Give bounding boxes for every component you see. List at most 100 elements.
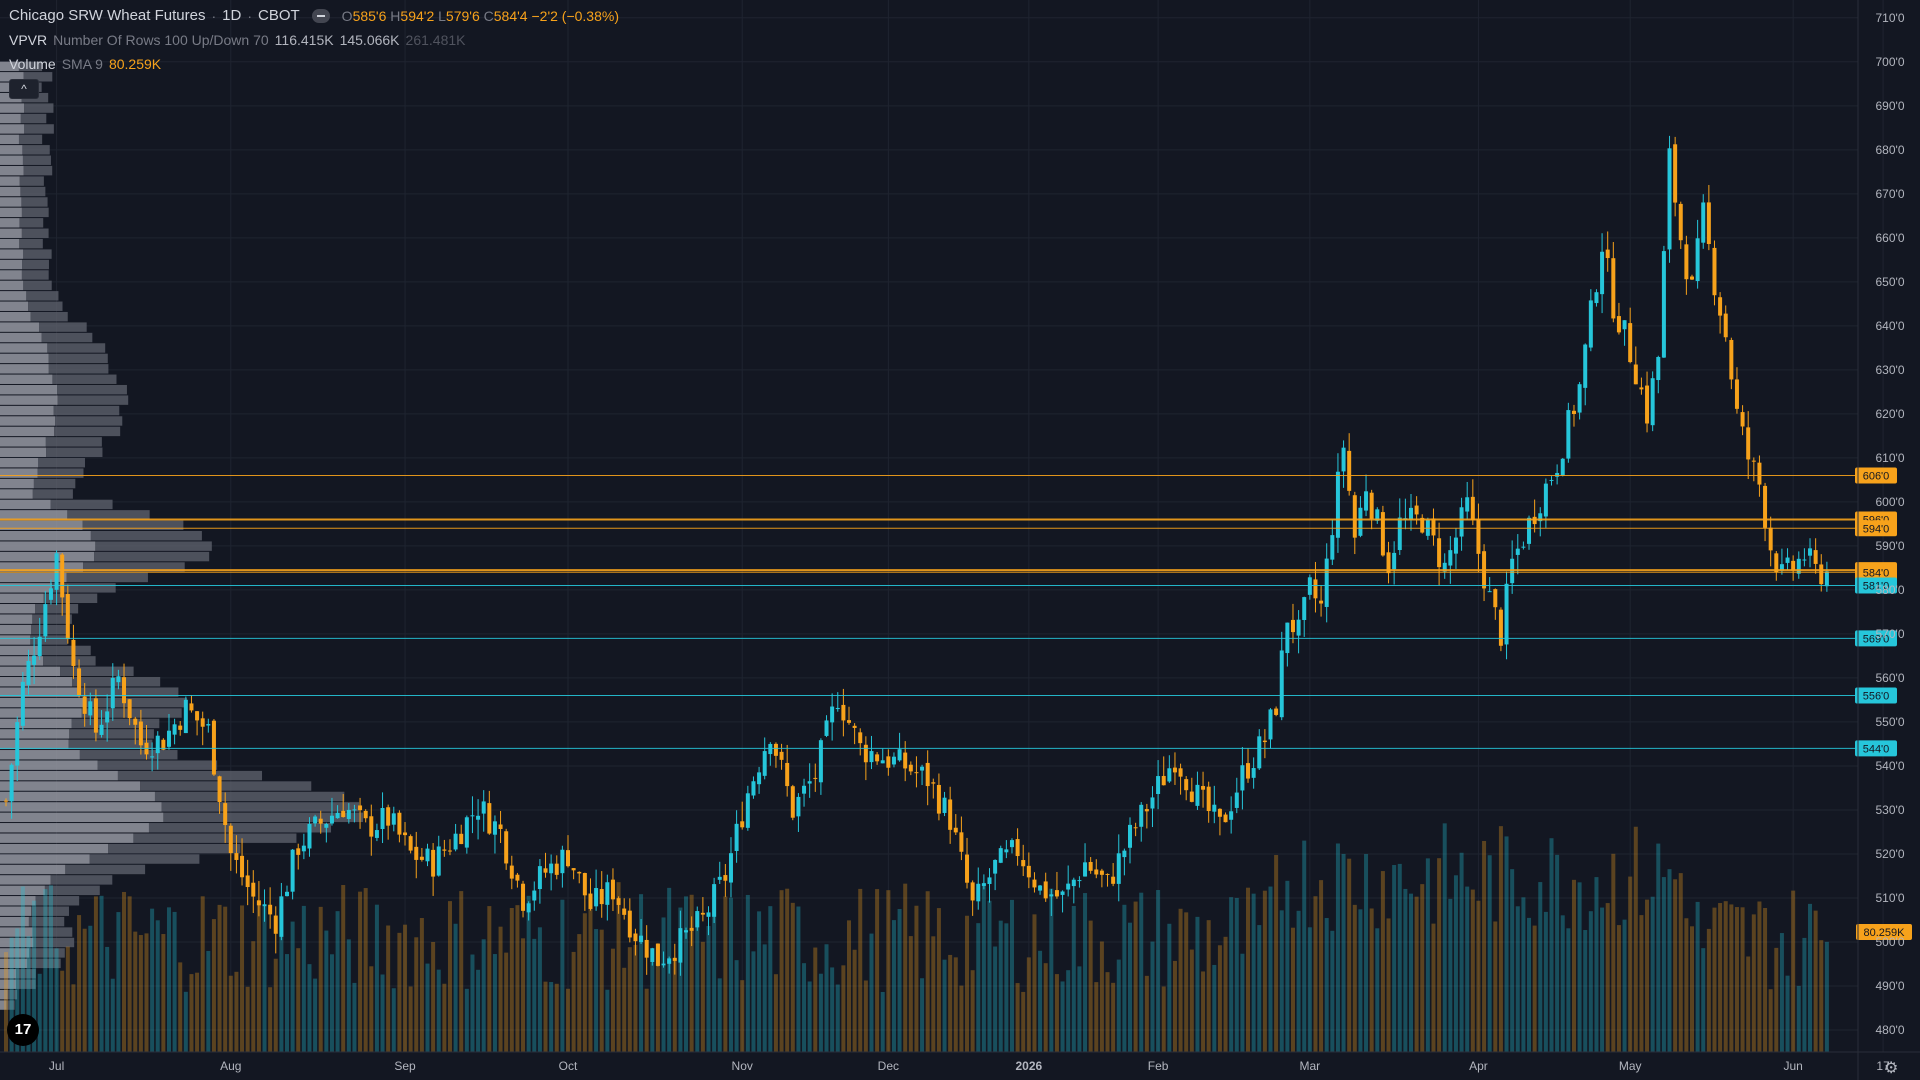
candle-body bbox=[1358, 507, 1363, 536]
volume-bar bbox=[1279, 910, 1284, 1052]
volume-bar bbox=[9, 937, 14, 1052]
vp-row-up bbox=[0, 781, 141, 791]
candle-body bbox=[796, 796, 801, 817]
vp-row-up bbox=[0, 593, 44, 604]
vp-row-up bbox=[0, 249, 24, 259]
candle-body bbox=[1262, 740, 1267, 743]
candle-body bbox=[1588, 300, 1593, 348]
symbol-title[interactable]: Chicago SRW Wheat Futures bbox=[9, 7, 206, 24]
candle-body bbox=[773, 743, 778, 756]
candle-body bbox=[65, 594, 70, 640]
candle-body bbox=[341, 810, 346, 818]
volume-bar bbox=[447, 901, 452, 1052]
volume-bar bbox=[470, 954, 475, 1052]
volume-bar bbox=[684, 896, 689, 1052]
candle-body bbox=[1161, 775, 1166, 786]
volume-bar bbox=[234, 971, 239, 1052]
vpvr-value-total: 261.481K bbox=[405, 32, 466, 48]
volume-bar bbox=[554, 983, 559, 1052]
vp-row-down bbox=[89, 854, 200, 864]
volume-bar bbox=[818, 973, 823, 1052]
vp-row-down bbox=[41, 332, 93, 343]
volume-bar bbox=[1088, 920, 1093, 1052]
volume-bar bbox=[1335, 843, 1340, 1052]
candle-body bbox=[566, 850, 570, 867]
candle-body bbox=[560, 849, 565, 874]
volume-bar bbox=[610, 948, 615, 1052]
vp-row-up bbox=[0, 145, 23, 155]
volume-bar bbox=[133, 931, 138, 1052]
price-tick: 600'0 bbox=[1876, 495, 1905, 509]
candle-body bbox=[1819, 564, 1824, 585]
volume-bar bbox=[1740, 907, 1745, 1052]
volume-bar bbox=[1246, 887, 1251, 1052]
volume-bar bbox=[796, 906, 801, 1052]
hide-icon[interactable] bbox=[311, 9, 330, 23]
volume-bar bbox=[1706, 928, 1711, 1052]
volume-bar bbox=[150, 908, 155, 1052]
volume-bar bbox=[88, 925, 93, 1052]
volume-bar bbox=[1734, 907, 1739, 1052]
volume-bar bbox=[1262, 890, 1267, 1052]
volume-bar bbox=[397, 932, 402, 1052]
vp-row-down bbox=[48, 353, 108, 364]
candle-body bbox=[419, 856, 424, 860]
price-tick: 630'0 bbox=[1876, 363, 1905, 377]
collapse-legend-button[interactable]: ^ bbox=[9, 79, 39, 99]
candle-body bbox=[1667, 148, 1672, 250]
candle-body bbox=[942, 797, 947, 813]
vp-row-up bbox=[0, 113, 21, 124]
candle-body bbox=[476, 815, 481, 820]
candle-body bbox=[1229, 811, 1234, 820]
vp-row-up bbox=[0, 812, 164, 823]
candle-body bbox=[835, 707, 840, 710]
vp-row-up bbox=[0, 750, 80, 760]
volume-bar bbox=[1094, 982, 1099, 1052]
vp-row-up bbox=[0, 332, 42, 343]
vp-row-down bbox=[163, 812, 364, 823]
price-tick: 500'0 bbox=[1876, 935, 1905, 949]
vp-row-up bbox=[0, 979, 17, 989]
vp-row-up bbox=[0, 687, 81, 697]
vp-row-up bbox=[0, 791, 155, 802]
candle-body bbox=[1369, 492, 1374, 519]
volume-bar bbox=[571, 951, 576, 1052]
volume-bar bbox=[1324, 918, 1329, 1052]
volume-bar bbox=[1133, 901, 1138, 1052]
candle-body bbox=[374, 830, 379, 838]
volume-bar bbox=[1493, 921, 1498, 1052]
volume-bar bbox=[672, 958, 677, 1052]
volume-bar bbox=[1167, 923, 1172, 1052]
volume-bar bbox=[869, 933, 874, 1052]
candle-body bbox=[970, 882, 975, 901]
candle-body bbox=[240, 855, 245, 878]
vp-row-down bbox=[154, 791, 345, 802]
candle-body bbox=[1555, 472, 1560, 477]
volume-bar bbox=[824, 944, 829, 1052]
volume-legend[interactable]: Volume SMA 9 80.259K bbox=[9, 56, 619, 72]
gear-icon[interactable]: ⚙ bbox=[1884, 1060, 1899, 1077]
candle-body bbox=[1352, 495, 1357, 538]
vp-row-down bbox=[54, 426, 121, 437]
volume-bar bbox=[1583, 930, 1588, 1052]
timeframe[interactable]: 1D bbox=[222, 7, 242, 24]
candle-body bbox=[324, 823, 329, 828]
candle-body bbox=[1808, 548, 1813, 556]
volume-bar bbox=[875, 889, 880, 1052]
volume-bar bbox=[1071, 905, 1076, 1052]
tradingview-logo-icon[interactable]: 17 bbox=[7, 1014, 39, 1046]
vp-row-up bbox=[0, 270, 22, 280]
vpvr-legend[interactable]: VPVR Number Of Rows 100 Up/Down 70 116.4… bbox=[9, 32, 619, 48]
vp-row-up bbox=[0, 969, 17, 979]
vp-row-up bbox=[0, 551, 95, 562]
volume-bar bbox=[1645, 899, 1650, 1052]
volume-bar bbox=[1690, 926, 1694, 1052]
volume-bar bbox=[1257, 925, 1262, 1052]
level-label: 606'0 bbox=[1863, 470, 1890, 482]
candle-body bbox=[464, 817, 469, 848]
level-tag bbox=[1855, 564, 1897, 581]
candle-body bbox=[908, 764, 913, 772]
vp-row-up bbox=[0, 906, 32, 916]
vp-row-up bbox=[0, 864, 66, 875]
